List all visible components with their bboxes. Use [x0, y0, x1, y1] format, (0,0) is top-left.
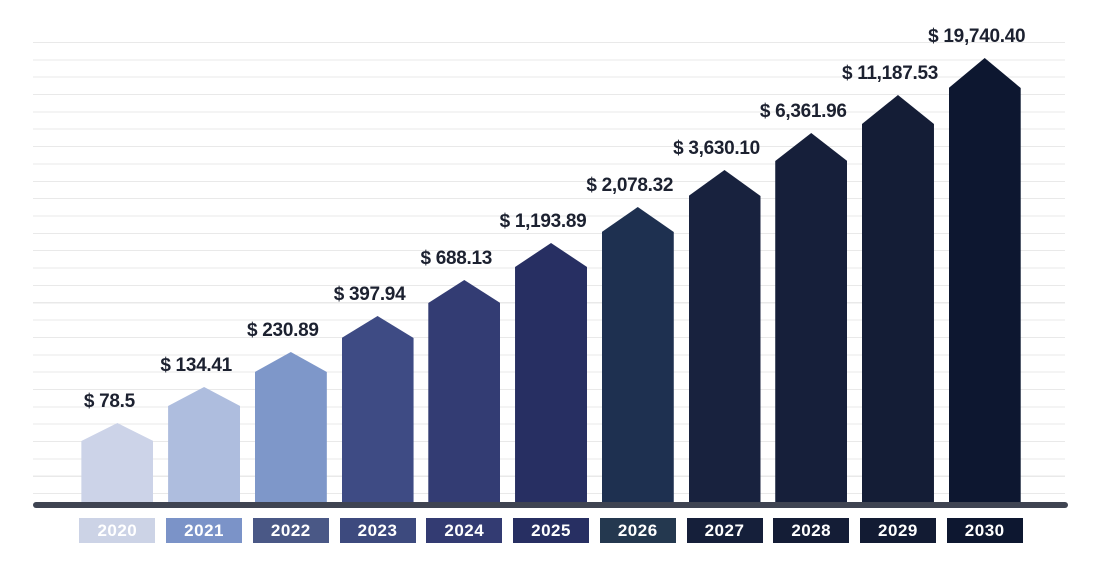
- year-label-box: 2030: [946, 518, 1023, 543]
- bar: [428, 280, 501, 505]
- year-label-box: 2024: [426, 518, 503, 543]
- bar-column: $ 230.89: [247, 0, 334, 505]
- x-axis-label-cell: 2027: [681, 518, 768, 543]
- bar-value-label: $ 2,078.32: [586, 175, 674, 196]
- x-axis-label-cell: 2022: [247, 518, 334, 543]
- bar-column: $ 19,740.40: [928, 0, 1028, 505]
- year-label-box: 2022: [252, 518, 329, 543]
- bar-column: $ 6,361.96: [760, 0, 855, 505]
- bar-column: $ 2,078.32: [586, 0, 681, 505]
- bar-column: $ 3,630.10: [673, 0, 768, 505]
- bar-column: $ 11,187.53: [842, 0, 942, 505]
- bar: [81, 423, 154, 505]
- x-axis-label-cell: 2026: [594, 518, 681, 543]
- bar: [515, 243, 588, 505]
- bar-value-label: $ 3,630.10: [673, 138, 760, 159]
- bar-value-label: $ 11,187.53: [841, 63, 938, 84]
- x-axis-label-cell: 2025: [508, 518, 595, 543]
- bar-value-label: $ 230.89: [247, 320, 319, 341]
- x-axis-line: [33, 502, 1068, 508]
- bar: [168, 387, 241, 505]
- bar-value-label: $ 78.5: [83, 391, 135, 412]
- x-axis-label-cell: 2023: [334, 518, 421, 543]
- bar-value-label: $ 1,193.89: [499, 211, 587, 232]
- year-label-box: 2029: [859, 518, 936, 543]
- year-label-box: 2026: [599, 518, 676, 543]
- bars-row: $ 78.5 $ 134.41 $ 230.89 $ 397.94 $ 688.13 $ …: [74, 0, 1028, 505]
- x-axis-label-cell: 2020: [74, 518, 161, 543]
- bar-column: $ 688.13: [421, 0, 508, 505]
- bar: [254, 352, 327, 505]
- bar-column: $ 397.94: [334, 0, 421, 505]
- x-axis-labels-row: 2020 2021 2022 2023 2024 2025 2026 2027 2028 2029…: [74, 518, 1028, 543]
- year-label-box: 2021: [166, 518, 243, 543]
- x-axis-label-cell: 2021: [161, 518, 248, 543]
- bar-column: $ 134.41: [160, 0, 248, 505]
- x-axis-label-cell: 2029: [855, 518, 942, 543]
- bar-column: $ 78.5: [74, 0, 161, 505]
- bar-value-label: $ 397.94: [333, 284, 406, 305]
- bar: [775, 133, 848, 505]
- year-label-box: 2025: [513, 518, 590, 543]
- bar: [948, 58, 1021, 505]
- x-axis-label-cell: 2030: [941, 518, 1028, 543]
- bar: [688, 170, 761, 505]
- year-label-box: 2020: [79, 518, 156, 543]
- bar: [601, 207, 674, 505]
- bar-value-label: $ 19,740.40: [928, 26, 1026, 47]
- bar: [861, 95, 934, 505]
- bar-column: $ 1,193.89: [500, 0, 595, 505]
- bar-value-label: $ 6,361.96: [759, 101, 847, 122]
- year-label-box: 2028: [773, 518, 850, 543]
- bar-value-label: $ 688.13: [420, 248, 493, 269]
- year-label-box: 2027: [686, 518, 763, 543]
- x-axis-label-cell: 2028: [768, 518, 855, 543]
- bar: [341, 316, 414, 505]
- year-label-box: 2023: [339, 518, 416, 543]
- x-axis-label-cell: 2024: [421, 518, 508, 543]
- bar-value-label: $ 134.41: [160, 355, 232, 376]
